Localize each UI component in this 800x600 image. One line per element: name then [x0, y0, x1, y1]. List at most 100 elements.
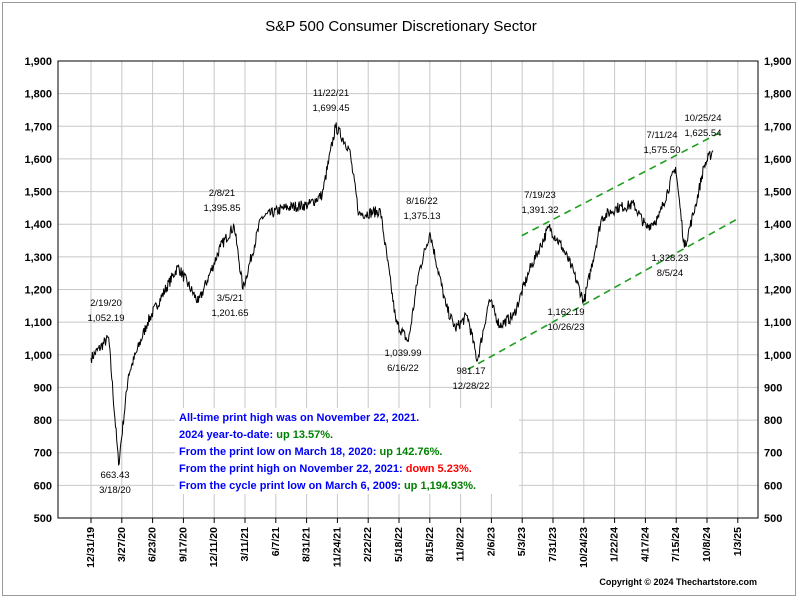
- y-tick-label-left: 1,200: [24, 285, 52, 297]
- note-highlight: up 1,194.93%.: [404, 480, 476, 492]
- annotation-value: 1,162.19: [548, 307, 585, 318]
- notes: All-time print high was on November 22, …: [179, 412, 476, 492]
- annotation-value: 1,391.32: [522, 205, 559, 216]
- annotation-date: 12/28/22: [453, 381, 490, 392]
- x-tick-label: 10/8/24: [701, 527, 713, 562]
- x-tick-label: 11/24/21: [331, 527, 343, 567]
- y-tick-label-right: 1,900: [764, 56, 792, 68]
- x-tick-label: 6/7/21: [270, 527, 282, 556]
- annotation-date: 3/5/21: [217, 293, 243, 304]
- x-tick-label: 6/23/20: [147, 527, 159, 562]
- x-tick-label: 10/24/23: [578, 527, 590, 568]
- y-tick-label-right: 600: [764, 480, 782, 492]
- chart-title: S&P 500 Consumer Discretionary Sector: [265, 18, 537, 35]
- y-tick-label-left: 1,700: [24, 121, 52, 133]
- copyright-text: Copyright © 2024 Thechartstore.com: [599, 577, 757, 587]
- x-tick-label: 5/3/23: [516, 527, 528, 556]
- note-text: From the cycle print low on March 6, 200…: [179, 480, 404, 492]
- note-line: All-time print high was on November 22, …: [179, 412, 419, 424]
- note-highlight: down 5.23%.: [406, 463, 472, 475]
- y-tick-label-right: 1,000: [764, 350, 792, 362]
- price-line: [90, 122, 714, 467]
- x-tick-label: 7/15/24: [670, 527, 682, 562]
- y-tick-label-left: 500: [34, 513, 52, 525]
- x-tick-label: 7/31/23: [547, 527, 559, 562]
- price-series: [90, 122, 714, 467]
- annotation-date: 3/18/20: [99, 485, 131, 496]
- notes-box: [175, 408, 519, 494]
- annotation-value: 1,625.54: [685, 128, 722, 139]
- y-tick-label-right: 1,700: [764, 121, 792, 133]
- note-line: 2024 year-to-date: up 13.57%.: [179, 429, 333, 441]
- y-tick-label-right: 500: [764, 513, 782, 525]
- note-text: 2024 year-to-date:: [179, 429, 276, 441]
- x-tick-label: 2/6/23: [485, 527, 497, 556]
- annotation-value: 1,052.19: [88, 313, 125, 324]
- y-tick-label-left: 1,900: [24, 56, 52, 68]
- y-tick-label-left: 1,500: [24, 187, 52, 199]
- annotation-date: 10/26/23: [548, 322, 585, 333]
- y-tick-label-left: 1,000: [24, 350, 52, 362]
- x-tick-label: 8/15/22: [424, 527, 436, 562]
- y-tick-label-left: 1,800: [24, 89, 52, 101]
- trendlines: [467, 130, 738, 371]
- x-tick-label: 12/11/20: [208, 527, 220, 567]
- annotation-date: 10/25/24: [685, 113, 722, 124]
- y-axis-right: 500 600 700 800 900 1,000 1,100 1,200 1,300 1,400…: [764, 56, 792, 525]
- x-tick-label: 1/22/24: [609, 527, 621, 562]
- y-tick-label-left: 600: [34, 480, 52, 492]
- x-tick-label: 2/22/22: [362, 527, 374, 562]
- note-text: All-time print high was on November 22, …: [179, 412, 419, 424]
- annotation-value: 1,375.13: [404, 211, 441, 222]
- x-tick-label: 3/27/20: [116, 527, 128, 562]
- y-tick-label-right: 1,800: [764, 89, 792, 101]
- annotation-value: 1,575.50: [644, 145, 681, 156]
- note-text: From the print low on March 18, 2020:: [179, 446, 379, 458]
- x-tick-label: 12/31/19: [85, 527, 97, 568]
- y-tick-label-right: 900: [764, 382, 782, 394]
- note-line: From the print high on November 22, 2021…: [179, 463, 472, 475]
- annotation-date: 7/19/23: [524, 190, 556, 201]
- annotation-date: 7/11/24: [647, 130, 678, 141]
- x-tick-label: 1/3/25: [732, 527, 744, 556]
- y-tick-label-right: 1,300: [764, 252, 792, 264]
- x-tick-label: 11/8/22: [455, 527, 467, 562]
- annotation-value: 1,328.23: [652, 253, 689, 264]
- y-tick-label-left: 1,400: [24, 219, 52, 231]
- x-tick-label: 3/11/21: [239, 527, 251, 562]
- x-tick-label: 9/17/20: [177, 527, 189, 562]
- y-tick-label-left: 700: [34, 448, 52, 460]
- note-highlight: up 142.76%.: [379, 446, 442, 458]
- y-tick-label-right: 1,600: [764, 154, 792, 166]
- y-tick-label-right: 700: [764, 448, 782, 460]
- y-axis-left: 500 600 700 800 900 1,000 1,100 1,200 1,300 1,400…: [24, 56, 52, 525]
- annotation-date: 6/16/22: [387, 363, 419, 374]
- x-tick-label: 8/31/21: [301, 527, 313, 562]
- x-tick-label: 5/18/22: [393, 527, 405, 562]
- chart-canvas: 500 600 700 800 900 1,000 1,100 1,200 1,300 1,400…: [24, 18, 792, 587]
- y-tick-label-right: 800: [764, 415, 782, 427]
- x-axis: 12/31/19 3/27/20 6/23/20 9/17/20 12/11/20 3/1…: [85, 518, 744, 568]
- note-highlight: up 13.57%.: [276, 429, 333, 441]
- note-line: From the cycle print low on March 6, 200…: [179, 480, 476, 492]
- annotation-value: 663.43: [100, 470, 129, 481]
- y-tick-label-left: 1,600: [24, 154, 52, 166]
- trendline: [521, 130, 723, 237]
- y-tick-label-left: 800: [34, 415, 52, 427]
- annotations: 2/19/20 1,052.19 663.43 3/18/20 2/8/21 1,395.…: [88, 88, 722, 496]
- annotation-value: 1,699.45: [313, 103, 350, 114]
- annotation-value: 981.17: [456, 366, 485, 377]
- x-tick-label: 4/17/24: [639, 527, 651, 562]
- annotation-value: 1,201.65: [212, 308, 249, 319]
- annotation-date: 8/5/24: [657, 268, 683, 279]
- annotation-date: 11/22/21: [313, 88, 349, 99]
- y-tick-label-left: 1,300: [24, 252, 52, 264]
- annotation-date: 2/8/21: [209, 188, 235, 199]
- y-tick-label-right: 1,100: [764, 317, 792, 329]
- plot-area-border: [57, 60, 759, 519]
- note-text: From the print high on November 22, 2021…: [179, 463, 406, 475]
- y-tick-label-left: 1,100: [24, 317, 52, 329]
- y-tick-label-right: 1,200: [764, 285, 792, 297]
- y-tick-label-right: 1,500: [764, 187, 792, 199]
